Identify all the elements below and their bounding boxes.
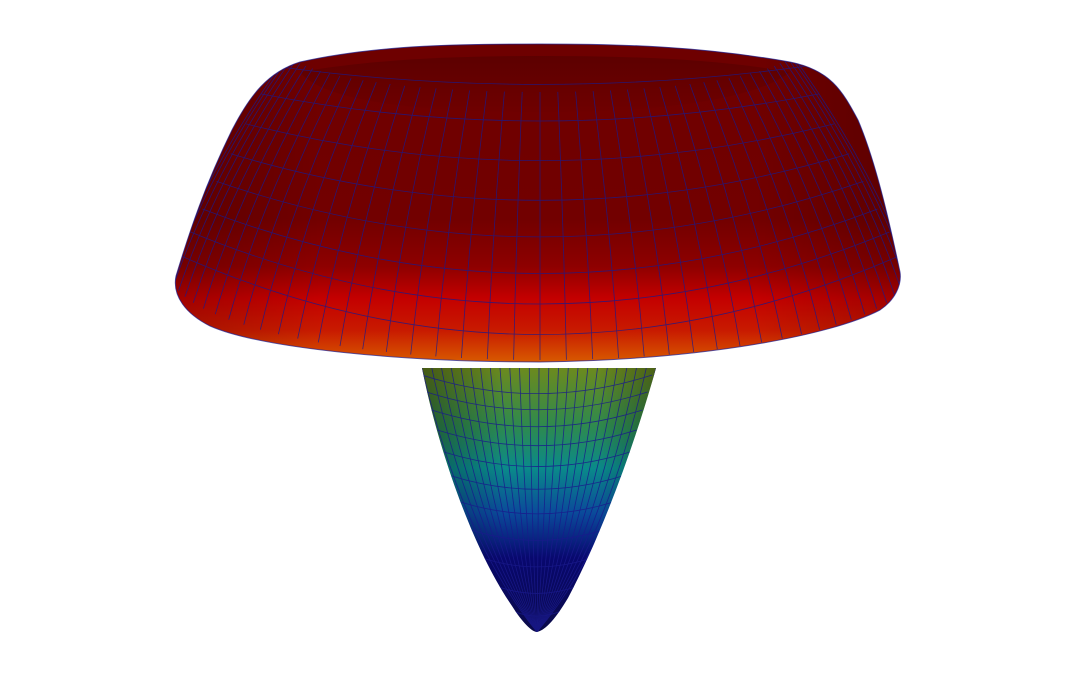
rim-mesh-line	[739, 75, 837, 325]
rim-mesh-line	[513, 91, 523, 360]
rim-mesh-line	[659, 86, 718, 350]
rim-mesh-line	[243, 75, 341, 325]
well-mesh-line	[450, 368, 538, 632]
rim-mesh-line	[203, 68, 313, 309]
rim-mesh-line	[214, 70, 321, 315]
rim-mesh-line	[410, 89, 453, 355]
well-mesh-line	[536, 368, 589, 632]
rim-mesh-band	[178, 254, 901, 335]
well-mesh-ring	[495, 585, 579, 594]
well-mesh-line	[536, 368, 569, 632]
well-mesh-line	[536, 368, 608, 632]
rim-mesh-line	[178, 60, 297, 291]
rim-mesh-line	[184, 63, 301, 297]
rim-mesh-line	[575, 91, 594, 360]
rim-mesh-line	[779, 63, 896, 297]
rim-mesh-line	[592, 91, 619, 359]
rim-mesh-line	[317, 83, 391, 343]
rim-mesh-line	[689, 83, 763, 343]
well-mesh-line	[536, 368, 540, 632]
rim-mesh-line	[486, 91, 505, 360]
rim-mesh-line	[192, 65, 307, 303]
rim-mesh-line	[362, 86, 421, 350]
rim-mesh-line	[759, 70, 866, 315]
rim-mesh-band	[230, 153, 850, 201]
rim-mesh-band	[245, 123, 835, 161]
rim-mesh-line	[278, 80, 364, 335]
rim-mesh-line	[787, 57, 901, 285]
rim-mesh-line	[385, 88, 437, 353]
rim-mesh-line	[783, 60, 901, 291]
rim-mesh-band	[216, 181, 864, 238]
well-mesh-line	[536, 368, 559, 632]
rim-mesh-line	[643, 88, 695, 353]
rim-mesh-band	[275, 66, 805, 85]
well-mesh-line	[519, 368, 538, 632]
well-mesh-line	[431, 368, 538, 632]
well-mesh-ring	[422, 374, 653, 395]
well-mesh-line	[528, 368, 538, 632]
well-mesh-line	[536, 368, 628, 632]
well-mesh-ring	[470, 529, 604, 541]
well-mesh-line	[536, 368, 618, 632]
well-mesh-line	[422, 368, 538, 632]
rim-mesh-line	[610, 90, 645, 357]
rim-mesh-line	[627, 89, 670, 355]
rim-mesh-line	[175, 57, 293, 285]
well-mesh-ring	[426, 391, 648, 411]
well-mesh-ring	[451, 475, 623, 490]
well-mesh-line	[441, 368, 538, 632]
rim-mesh-band	[190, 231, 890, 305]
well-mesh-ring	[482, 557, 592, 568]
well-mesh-line	[489, 368, 538, 632]
well-mesh-line	[536, 368, 550, 632]
rim-mesh-line	[773, 65, 888, 303]
rim-mesh	[175, 51, 901, 360]
rim-mesh-line	[260, 78, 352, 330]
rim-mesh-line	[339, 85, 406, 347]
well-mesh-line	[536, 368, 579, 632]
well-mesh-line	[536, 368, 647, 632]
well-mesh-line	[460, 368, 538, 632]
well-mesh-line	[480, 368, 538, 632]
well-surface	[422, 368, 656, 632]
rim-mesh-band	[202, 208, 878, 274]
rim-mesh-line	[728, 78, 820, 330]
rim-mesh-line	[228, 73, 331, 320]
well-mesh-ring	[460, 501, 614, 515]
well-mesh-ring	[437, 429, 637, 447]
rim-mesh-line	[749, 73, 852, 320]
well-mesh-line	[499, 368, 538, 632]
well-mesh-line	[470, 368, 538, 632]
well-mesh-line	[509, 368, 538, 632]
rim-mesh-line	[297, 82, 377, 339]
well-mesh-ring	[431, 409, 643, 428]
rim-surface	[174, 43, 901, 363]
well-mesh-ring	[443, 451, 631, 467]
rim-mesh-line	[716, 80, 802, 335]
rim-mesh-line	[461, 91, 488, 359]
rim-mesh-line	[557, 91, 567, 360]
rim-mesh-line	[674, 85, 741, 347]
well-mesh-line	[536, 368, 598, 632]
rim-mesh-line	[703, 82, 783, 339]
well-mesh-line	[536, 368, 637, 632]
rim-mesh-band	[261, 93, 819, 122]
rim-mesh-line	[435, 90, 470, 357]
rim-mesh-line	[767, 68, 877, 309]
